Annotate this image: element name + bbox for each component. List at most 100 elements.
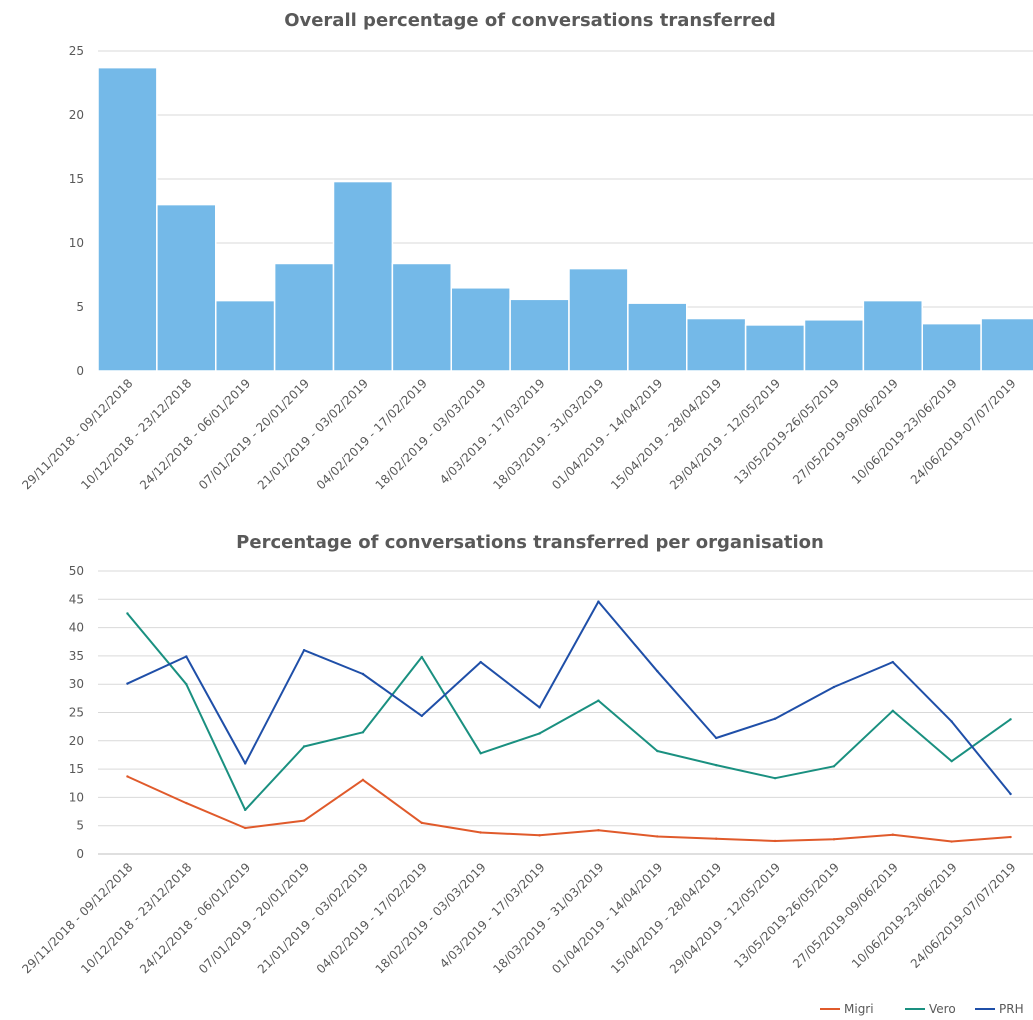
bar-y-tick-label: 10: [69, 236, 84, 250]
line-y-tick-label: 20: [69, 734, 84, 748]
bar: [744, 324, 806, 372]
line-x-tick-label: 24/12/2018 - 06/01/2019: [137, 860, 253, 976]
line-x-tick-label: 29/04/2019 - 12/05/2019: [667, 860, 783, 976]
line-chart-title: Percentage of conversations transferred …: [236, 532, 824, 553]
line-x-tick-label: 13/05/2019-26/05/2019: [731, 860, 842, 971]
line-x-tick-label: 24/06/2019-07/07/2019: [908, 860, 1019, 971]
data-point-prh: [302, 649, 306, 652]
data-point-prh: [538, 706, 541, 709]
bar-x-tick-label: 24/06/2019-07/07/2019: [908, 376, 1019, 487]
bar: [921, 322, 982, 372]
data-point-migri: [950, 840, 953, 843]
data-point-migri: [714, 837, 718, 840]
bar: [273, 262, 335, 372]
data-point-prh: [597, 600, 600, 603]
line-y-tick-label: 50: [69, 564, 84, 578]
data-point-migri: [597, 829, 600, 832]
data-point-migri: [243, 826, 247, 830]
line-x-tick-label: 01/04/2019 - 14/04/2019: [549, 860, 665, 976]
line-y-tick-label: 40: [69, 621, 84, 635]
data-point-vero: [832, 765, 836, 768]
data-point-migri: [656, 835, 659, 838]
bar-x-tick-label: 4/03/2019 - 17/03/2019: [437, 376, 548, 487]
data-point-vero: [302, 745, 306, 748]
bar-x-tick-label: 01/04/2019 - 14/04/2019: [549, 376, 665, 492]
legend-label-vero: Vero: [929, 1002, 956, 1016]
line-y-tick-label: 0: [76, 847, 84, 861]
bar: [686, 317, 747, 372]
data-point-prh: [832, 685, 836, 689]
line-x-tick-label: 21/01/2019 - 03/02/2019: [255, 860, 371, 976]
data-point-migri: [538, 834, 541, 837]
data-point-vero: [950, 759, 953, 763]
data-point-vero: [420, 655, 424, 659]
line-y-tick-label: 25: [69, 706, 84, 720]
bar-x-tick-label: 21/01/2019 - 03/02/2019: [255, 376, 371, 492]
data-point-vero: [1009, 718, 1012, 721]
bar: [627, 302, 688, 372]
data-point-prh: [126, 682, 129, 685]
data-point-prh: [773, 717, 777, 720]
bar: [156, 203, 217, 372]
bar-y-tick-label: 20: [69, 108, 84, 122]
bar: [509, 298, 570, 372]
bar-x-tick-label: 24/12/2018 - 06/01/2019: [137, 376, 253, 492]
data-point-prh: [891, 660, 895, 664]
data-point-migri: [185, 801, 188, 805]
bar-x-tick-label: 10/06/2019-23/06/2019: [849, 376, 960, 487]
data-point-migri: [361, 778, 365, 782]
line-x-tick-label: 04/02/2019 - 17/02/2019: [314, 860, 430, 976]
bar: [803, 319, 865, 372]
data-point-migri: [832, 838, 836, 841]
data-point-vero: [597, 699, 600, 702]
bar: [862, 299, 923, 372]
data-point-vero: [479, 752, 482, 755]
bar-x-tick-label: 18/02/2019 - 03/03/2019: [373, 376, 489, 492]
line-x-tick-label: 27/05/2019-09/06/2019: [790, 860, 901, 971]
bar-x-tick-label: 29/11/2018 - 09/12/2018: [19, 376, 135, 492]
data-point-vero: [891, 709, 895, 713]
data-point-migri: [302, 819, 306, 822]
legend-label-migri: Migri: [844, 1002, 874, 1016]
data-point-migri: [479, 831, 482, 834]
data-point-vero: [714, 763, 718, 767]
data-point-migri: [420, 821, 424, 825]
series-line-vero: [126, 612, 1012, 811]
line-chart: Percentage of conversations transferred …: [19, 532, 1033, 1016]
line-x-tick-label: 10/12/2018 - 23/12/2018: [78, 860, 194, 976]
data-point-migri: [891, 833, 895, 836]
data-point-vero: [773, 776, 777, 780]
bar-x-tick-label: 27/05/2019-09/06/2019: [790, 376, 901, 487]
bar-x-tick-label: 13/05/2019-26/05/2019: [731, 376, 842, 487]
data-point-vero: [538, 732, 541, 735]
data-point-prh: [361, 672, 365, 676]
data-point-migri: [773, 839, 777, 843]
data-point-vero: [361, 731, 365, 734]
data-point-prh: [1009, 792, 1012, 796]
data-point-prh: [185, 655, 188, 658]
bar-x-tick-label: 10/12/2018 - 23/12/2018: [78, 376, 194, 492]
line-x-tick-label: 29/11/2018 - 09/12/2018: [19, 860, 135, 976]
data-point-vero: [126, 612, 129, 615]
line-y-tick-label: 5: [76, 819, 84, 833]
data-point-vero: [243, 808, 247, 812]
bar-chart: Overall percentage of conversations tran…: [19, 10, 1033, 492]
line-x-tick-label: 18/03/2019 - 31/03/2019: [490, 860, 606, 976]
bar-x-tick-label: 07/01/2019 - 20/01/2019: [196, 376, 312, 492]
bar-y-tick-label: 5: [76, 300, 84, 314]
data-point-prh: [420, 714, 424, 718]
line-x-tick-label: 10/06/2019-23/06/2019: [849, 860, 960, 971]
line-y-tick-label: 30: [69, 677, 84, 691]
data-point-prh: [950, 720, 953, 723]
bar-y-tick-label: 0: [76, 364, 84, 378]
bar: [391, 262, 452, 372]
series-line-migri: [126, 775, 1011, 843]
line-x-tick-label: 4/03/2019 - 17/03/2019: [437, 860, 548, 971]
bar-x-tick-label: 18/03/2019 - 31/03/2019: [490, 376, 606, 492]
bar-y-tick-label: 25: [69, 44, 84, 58]
line-x-tick-label: 15/04/2019 - 28/04/2019: [608, 860, 724, 976]
bar: [332, 180, 394, 372]
bar-x-tick-label: 15/04/2019 - 28/04/2019: [608, 376, 724, 492]
data-point-prh: [243, 762, 247, 765]
bar-y-tick-label: 15: [69, 172, 84, 186]
